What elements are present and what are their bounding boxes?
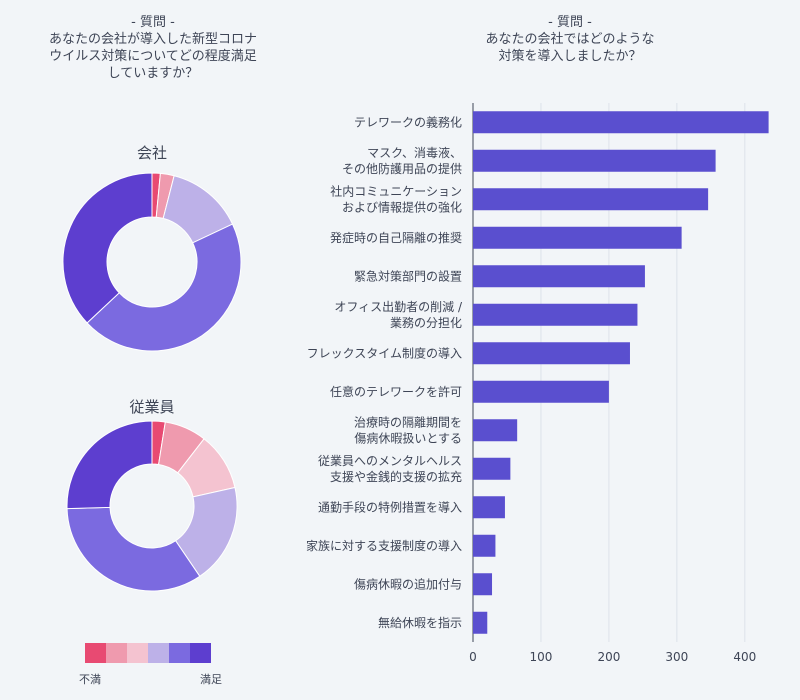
category-label: 傷病休暇の追加付与 bbox=[354, 576, 462, 591]
category-label: 業務の分担化 bbox=[390, 316, 462, 330]
bar[interactable] bbox=[473, 534, 496, 557]
category-label: 通勤手段の特例措置を導入 bbox=[318, 499, 462, 514]
x-tick-label: 100 bbox=[530, 650, 553, 664]
legend-swatch bbox=[169, 643, 190, 663]
x-tick-label: 300 bbox=[665, 650, 688, 664]
right-title-line: 対策を導入しましたか？ bbox=[498, 49, 642, 64]
donut-slice[interactable] bbox=[66, 420, 153, 510]
bar[interactable] bbox=[473, 111, 769, 134]
bar[interactable] bbox=[473, 303, 638, 326]
legend-swatch bbox=[106, 643, 127, 663]
legend-swatch bbox=[148, 643, 169, 663]
category-label: 従業員へのメンタルヘルス bbox=[318, 454, 462, 468]
right-title-line: あなたの会社ではどのような bbox=[485, 32, 655, 47]
bar[interactable] bbox=[473, 188, 709, 211]
bar[interactable] bbox=[473, 611, 488, 634]
category-label: オフィス出勤者の削減 / bbox=[334, 299, 463, 314]
category-label: 支援や金銭的支援の拡充 bbox=[330, 469, 462, 484]
bar[interactable] bbox=[473, 226, 682, 249]
employee-donut-chart: 従業員 bbox=[66, 398, 238, 592]
left-chart-title: - 質問 - あなたの会社が導入した新型コロナ ウイルス対策についてどの程度満足… bbox=[18, 14, 288, 82]
legend-swatch bbox=[85, 643, 106, 663]
x-tick-label: 400 bbox=[733, 650, 756, 664]
x-tick-label: 200 bbox=[597, 650, 620, 664]
category-label: 傷病休暇扱いとする bbox=[354, 430, 462, 445]
category-label: および情報提供の強化 bbox=[342, 199, 462, 214]
category-label: テレワークの義務化 bbox=[354, 114, 462, 129]
legend-swatch bbox=[127, 643, 148, 663]
bar[interactable] bbox=[473, 265, 645, 288]
left-title-line: していますか？ bbox=[107, 66, 199, 81]
bar[interactable] bbox=[473, 342, 630, 365]
legend-low-label: 不満 bbox=[79, 673, 101, 686]
bar[interactable] bbox=[473, 419, 518, 442]
bar[interactable] bbox=[473, 496, 505, 519]
right-chart-title: - 質問 - あなたの会社ではどのような 対策を導入しましたか？ bbox=[420, 14, 720, 65]
category-label: 緊急対策部門の設置 bbox=[354, 268, 462, 283]
bar[interactable] bbox=[473, 457, 511, 480]
donut-slice[interactable] bbox=[62, 172, 153, 324]
category-label: マスク、消毒液、 bbox=[367, 145, 462, 160]
category-label: 無給休暇を指示 bbox=[378, 615, 462, 630]
category-label: フレックスタイム制度の導入 bbox=[307, 345, 462, 360]
category-label: 任意のテレワークを許可 bbox=[330, 384, 462, 399]
satisfaction-legend bbox=[85, 643, 211, 663]
donut-slice[interactable] bbox=[86, 223, 242, 352]
legend-swatch bbox=[190, 643, 211, 663]
left-title-prefix: - 質問 - bbox=[131, 15, 175, 30]
donut-title: 従業員 bbox=[129, 398, 174, 416]
category-label: その他防護用品の提供 bbox=[342, 161, 462, 176]
category-label: 家族に対する支援制度の導入 bbox=[306, 538, 462, 553]
measures-bar-chart: 0 100 200 300 400 テレワークの義務化マスク、消毒液、その他防護用品の提供… bbox=[306, 103, 769, 664]
right-title-prefix: - 質問 - bbox=[548, 15, 592, 30]
category-label: 発症時の自己隔離の推奨 bbox=[330, 230, 462, 245]
left-title-line: あなたの会社が導入した新型コロナ bbox=[48, 32, 257, 47]
bar[interactable] bbox=[473, 149, 716, 172]
donut-slice[interactable] bbox=[66, 506, 201, 592]
category-label: 社内コミュニケーション bbox=[330, 183, 462, 198]
donut-title: 会社 bbox=[137, 144, 167, 162]
bar[interactable] bbox=[473, 380, 609, 403]
company-donut-chart: 会社 bbox=[62, 144, 242, 352]
legend-high-label: 満足 bbox=[200, 673, 222, 686]
x-tick-label: 0 bbox=[469, 650, 477, 664]
bar[interactable] bbox=[473, 573, 493, 596]
category-label: 治療時の隔離期間を bbox=[354, 415, 462, 429]
left-title-line: ウイルス対策についてどの程度満足 bbox=[49, 49, 257, 64]
